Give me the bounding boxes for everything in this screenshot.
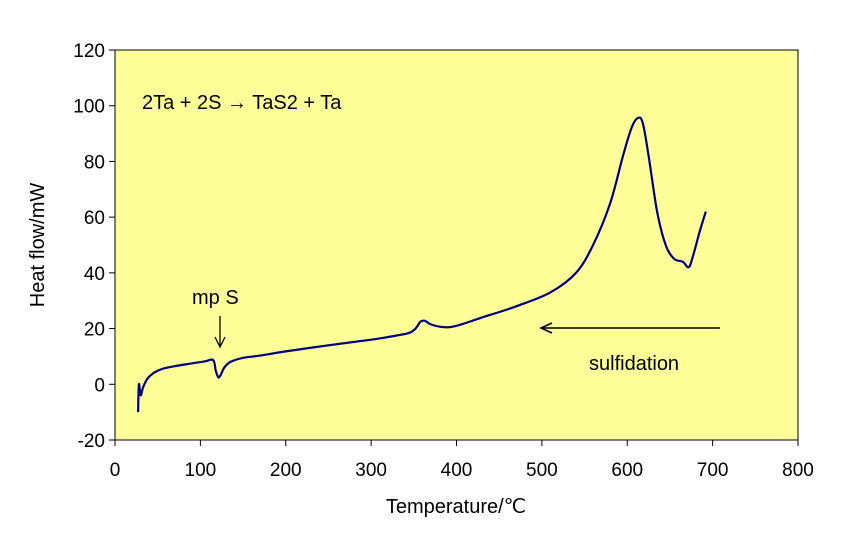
mp-annotation: mp S [192, 287, 239, 309]
y-tick-label: 60 [84, 208, 105, 229]
equation-annotation: 2Ta + 2S → TaS2 + Ta [142, 92, 342, 114]
y-tick-label: 40 [84, 264, 105, 285]
y-tick-label: 120 [73, 41, 105, 62]
x-axis-label: Temperature/℃ [386, 496, 526, 518]
x-tick-label: 0 [110, 460, 121, 481]
sulfidation-annotation: sulfidation [589, 353, 679, 375]
x-tick-label: 500 [526, 460, 558, 481]
y-tick-label: 100 [73, 97, 105, 118]
y-tick-label: 80 [84, 152, 105, 173]
plot-area [114, 49, 799, 441]
x-tick-label: 100 [185, 460, 217, 481]
x-tick-label: 700 [697, 460, 729, 481]
x-tick-label: 600 [611, 460, 643, 481]
y-axis-ticks: -20 0 20 40 60 80 100 120 [73, 41, 115, 452]
x-tick-label: 300 [355, 460, 387, 481]
x-tick-label: 800 [782, 460, 814, 481]
y-tick-label: 0 [94, 375, 105, 396]
x-tick-label: 400 [441, 460, 473, 481]
sulfidation-arrow [539, 322, 720, 334]
y-tick-label: -20 [78, 431, 105, 452]
mp-arrow [214, 316, 226, 349]
y-axis-label: Heat flow/mW [27, 183, 49, 308]
y-tick-label: 20 [84, 320, 105, 341]
series-line [137, 116, 707, 413]
x-axis-ticks: 0 100 200 300 400 500 600 700 800 [110, 440, 814, 481]
x-tick-label: 200 [270, 460, 302, 481]
